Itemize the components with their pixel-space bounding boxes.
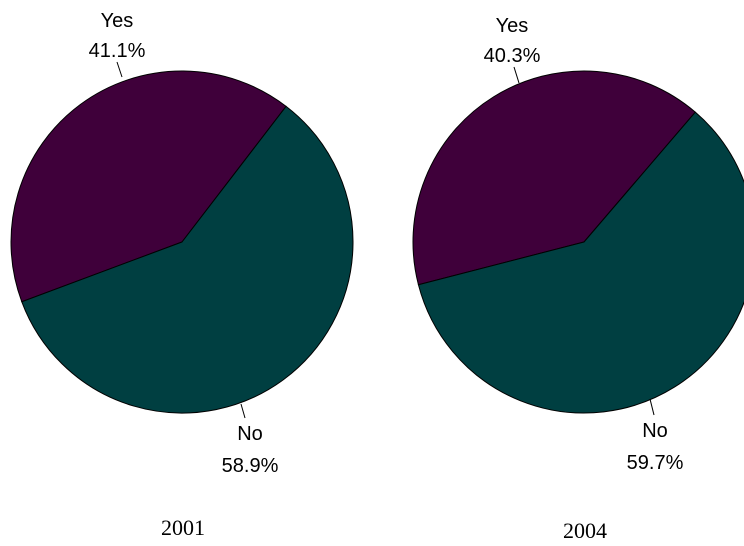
slice-percent-yes-2004: 40.3% <box>484 45 541 67</box>
slice-label-yes-2001: Yes <box>101 10 134 32</box>
slice-label-yes-2004: Yes <box>496 15 529 37</box>
slice-percent-yes-2001: 41.1% <box>89 40 146 62</box>
pie-slice-yes-2004 <box>412 70 696 286</box>
leader-line-yes-2001 <box>116 61 123 78</box>
slice-label-no-2004: No <box>642 420 668 442</box>
slice-percent-no-2004: 59.7% <box>627 452 684 474</box>
pie-slice-yes-2001 <box>10 70 287 303</box>
pie-chart-2004: Yes 40.3% No 59.7% 2004 <box>412 15 744 543</box>
pie-slice-no-2004 <box>417 111 744 414</box>
leader-line-no-2001 <box>240 403 246 419</box>
pie-chart-2001: Yes 41.1% No 58.9% 2001 <box>10 10 354 540</box>
leader-line-yes-2004 <box>513 66 520 84</box>
chart-title-2004: 2004 <box>563 518 607 543</box>
leader-line-no-2004 <box>649 398 655 416</box>
pie-slice-no-2001 <box>21 105 354 414</box>
slice-label-no-2001: No <box>237 423 263 445</box>
chart-title-2001: 2001 <box>161 515 205 540</box>
slice-percent-no-2001: 58.9% <box>222 455 279 477</box>
